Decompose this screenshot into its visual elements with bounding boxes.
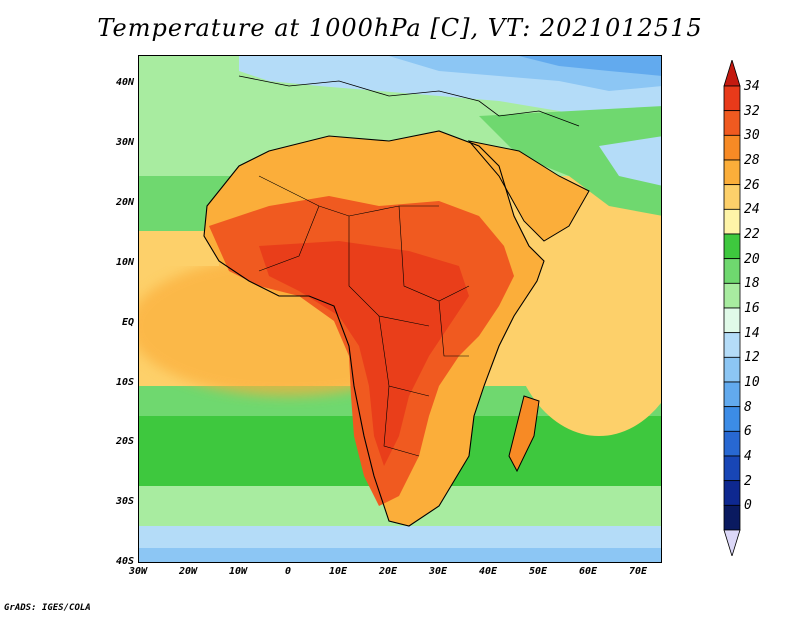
lat-label-20n: 20N bbox=[115, 197, 134, 208]
credit-text: GrADS: IGES/COLA bbox=[4, 603, 91, 613]
colorbar-swatch bbox=[723, 381, 741, 408]
colorbar-label: 6 bbox=[744, 424, 752, 440]
lon-label-70e: 70E bbox=[628, 566, 648, 577]
colorbar-swatch bbox=[723, 282, 741, 309]
colorbar-label: 2 bbox=[744, 473, 752, 489]
lat-label-40n: 40N bbox=[115, 77, 134, 88]
colorbar-label: 30 bbox=[744, 128, 760, 144]
colorbar-swatch bbox=[723, 233, 741, 260]
colorbar-label: 34 bbox=[744, 79, 760, 94]
lon-label-50e: 50E bbox=[528, 566, 548, 577]
colorbar-label: 18 bbox=[744, 276, 760, 292]
colorbar-swatch bbox=[723, 134, 741, 161]
colorbar-swatch bbox=[723, 258, 741, 284]
colorbar-bottom-arrow bbox=[723, 529, 741, 556]
lon-label-30w: 30W bbox=[128, 566, 148, 577]
colorbar-label: 12 bbox=[744, 350, 760, 366]
colorbar-swatch bbox=[723, 406, 741, 432]
colorbar-label: 24 bbox=[744, 202, 760, 218]
lon-label-20e: 20E bbox=[378, 566, 398, 577]
colorbar-swatch bbox=[723, 208, 741, 235]
colorbar-label: 14 bbox=[744, 325, 760, 341]
colorbar-label: 32 bbox=[744, 103, 760, 119]
colorbar-label: 26 bbox=[744, 177, 760, 193]
colorbar-label: 28 bbox=[744, 153, 760, 168]
lon-label-30e: 30E bbox=[428, 566, 448, 577]
colorbar-swatch bbox=[723, 504, 741, 531]
lat-label-eq: EQ bbox=[121, 317, 134, 328]
colorbar-swatch bbox=[723, 110, 741, 136]
lat-label-10s: 10S bbox=[115, 377, 134, 388]
map-title: Temperature at 1000hPa [C], VT: 20210125… bbox=[97, 14, 703, 42]
lat-label-20s: 20S bbox=[115, 436, 134, 447]
colorbar-label: 4 bbox=[744, 449, 752, 464]
colorbar-label: 22 bbox=[744, 227, 760, 242]
colorbar bbox=[723, 60, 741, 556]
colorbar-label: 20 bbox=[744, 251, 760, 267]
colorbar-swatch bbox=[723, 85, 741, 112]
lat-label-30s: 30S bbox=[115, 496, 134, 507]
lat-label-10n: 10N bbox=[115, 257, 134, 268]
colorbar-swatch bbox=[723, 332, 741, 358]
colorbar-swatch bbox=[723, 356, 741, 383]
colorbar-label: 0 bbox=[744, 498, 752, 514]
colorbar-swatch bbox=[723, 430, 741, 457]
temperature-map bbox=[138, 55, 662, 563]
colorbar-label: 10 bbox=[744, 375, 760, 390]
map-canvas bbox=[139, 56, 661, 562]
lat-label-40s: 40S bbox=[115, 556, 134, 567]
lon-label-20w: 20W bbox=[178, 566, 198, 577]
colorbar-top-arrow bbox=[723, 60, 741, 87]
lon-label-60e: 60E bbox=[578, 566, 598, 577]
lon-label-10e: 10E bbox=[328, 566, 348, 577]
colorbar-swatch bbox=[723, 159, 741, 186]
colorbar-swatch bbox=[723, 455, 741, 482]
lon-label-40e: 40E bbox=[478, 566, 498, 577]
colorbar-label: 8 bbox=[744, 399, 752, 415]
lon-label-0: 0 bbox=[284, 566, 292, 577]
lon-label-10w: 10W bbox=[228, 566, 248, 577]
colorbar-swatch bbox=[723, 480, 741, 506]
colorbar-swatch bbox=[723, 184, 741, 210]
colorbar-swatch bbox=[723, 307, 741, 334]
lat-label-30n: 30N bbox=[115, 137, 134, 148]
colorbar-label: 16 bbox=[744, 301, 760, 316]
